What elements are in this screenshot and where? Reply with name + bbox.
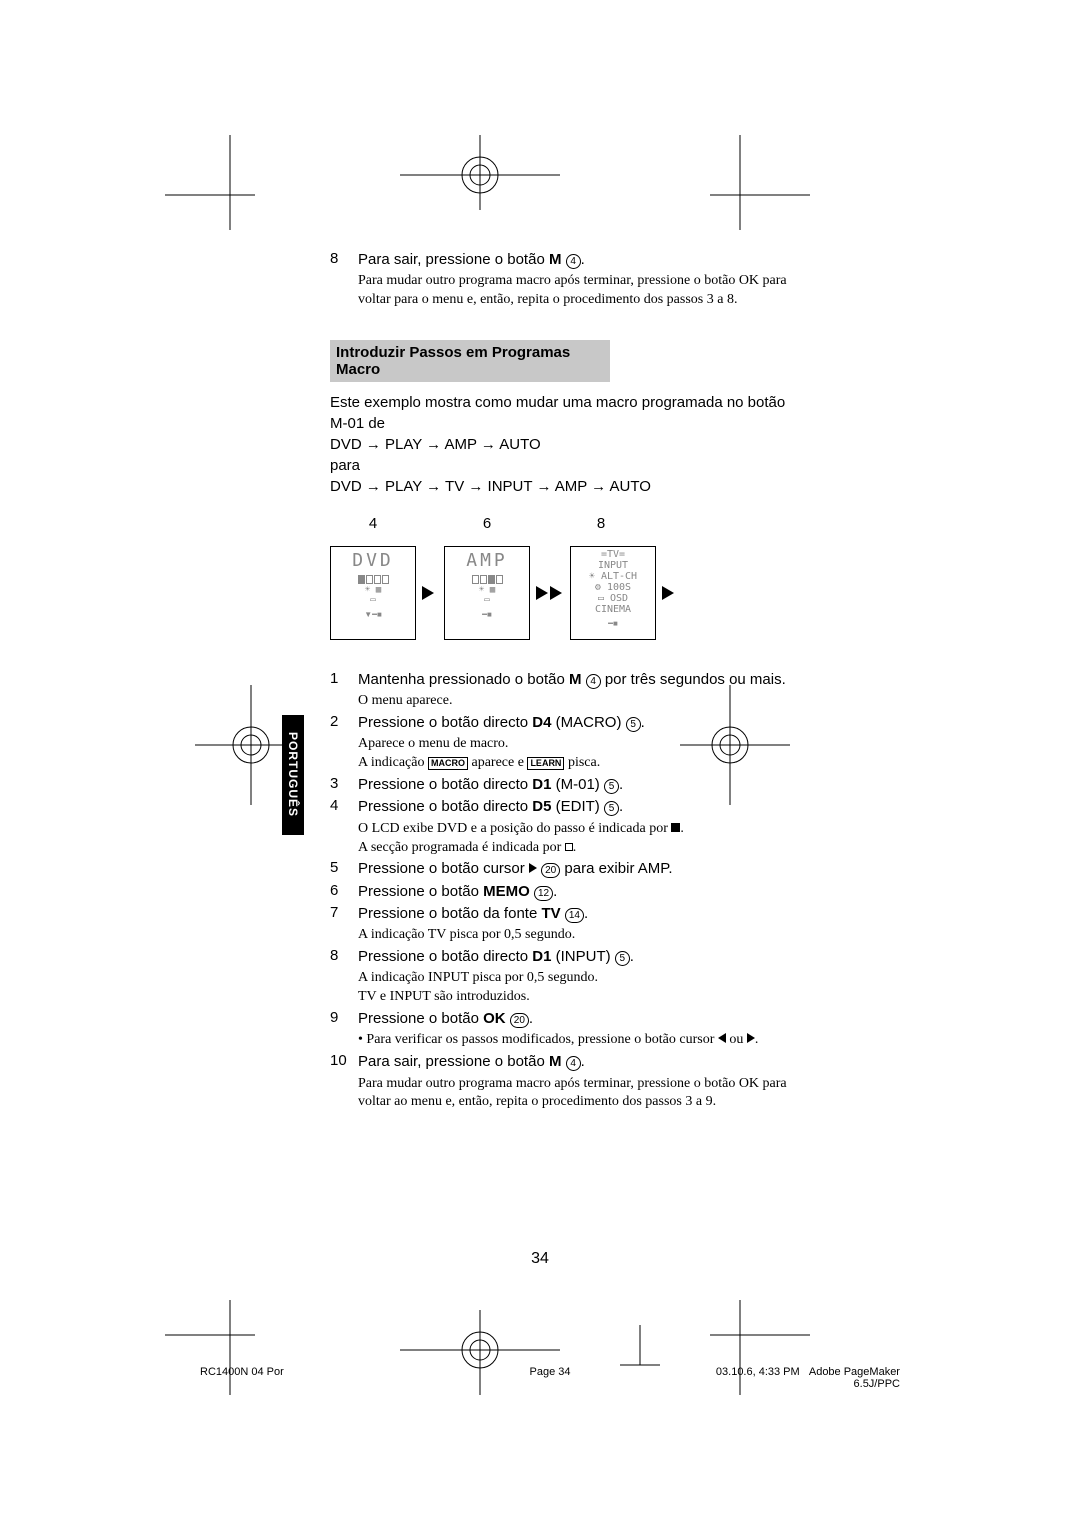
step-note: A indicação INPUT pisca por 0,5 segundo.… — [358, 969, 800, 1007]
step-note: Para mudar outro programa macro após ter… — [358, 1075, 800, 1113]
step-number: 7 — [330, 904, 358, 945]
arrow-right-icon — [536, 584, 564, 602]
lcd-foot: ━■ — [445, 610, 529, 619]
footer-timestamp: 03.10.6, 4:33 PM — [716, 1366, 800, 1378]
lcd-text-lines: =TV= INPUT ☀ ALT-CH ⚙ 100S ▭ OSD CINEMA — [571, 547, 655, 615]
lcd-labels-row: 4 6 8 — [330, 515, 800, 532]
step-row: 2Pressione o botão directo D4 (MACRO) 5.… — [330, 713, 800, 773]
print-footer: RC1400N 04 Por Page 34 03.10.6, 4:33 PM … — [200, 1366, 900, 1390]
lcd-text: AMP — [445, 547, 529, 571]
step-note: • Para verificar os passos modificados, … — [358, 1031, 800, 1050]
text-bold: M — [549, 251, 562, 268]
step-row: 7Pressione o botão da fonte TV 14. A indi… — [330, 904, 800, 945]
step-main: Pressione o botão directo D4 (MACRO) 5. — [358, 713, 800, 733]
step-number: 8 — [330, 250, 358, 310]
step-main: Pressione o botão OK 20. — [358, 1009, 800, 1029]
step-note: Para mudar outro programa macro após ter… — [358, 272, 800, 310]
step-number: 5 — [330, 859, 358, 879]
lcd-panel: DVD ☀ ▦▭ ▼━■ — [330, 546, 416, 640]
step-note: O LCD exibe DVD e a posição do passo é i… — [358, 820, 800, 858]
lcd-panel: =TV= INPUT ☀ ALT-CH ⚙ 100S ▭ OSD CINEMA … — [570, 546, 656, 640]
footer-page: Page 34 — [433, 1366, 666, 1390]
steps-list: 1Mantenha pressionado o botão M 4 por tr… — [330, 670, 800, 1112]
lcd-small: ☀ ▦▭ — [331, 584, 415, 606]
step-row: 10Para sair, pressione o botão M 4. Para … — [330, 1052, 800, 1112]
step-number: 6 — [330, 882, 358, 902]
step-note: A indicação TV pisca por 0,5 segundo. — [358, 926, 800, 945]
step-number: 2 — [330, 713, 358, 773]
step-main: Pressione o botão directo D5 (EDIT) 5. — [358, 797, 800, 817]
step-row: 5Pressione o botão cursor 20 para exibir… — [330, 859, 800, 879]
lcd-label: 6 — [444, 515, 530, 532]
intro-line: DVD → PLAY → TV → INPUT → AMP → AUTO — [330, 476, 800, 497]
lcd-foot: ━■ — [571, 619, 655, 628]
lcd-row: DVD ☀ ▦▭ ▼━■ AMP ☀ ▦▭ ━■ =TV= INPUT ☀ AL… — [330, 546, 800, 640]
step-main: Pressione o botão cursor 20 para exibir … — [358, 859, 800, 879]
arrow-right-icon — [662, 584, 678, 602]
step-row: 1Mantenha pressionado o botão M 4 por tr… — [330, 670, 800, 711]
language-tab: PORTUGUÊS — [282, 715, 304, 835]
step-number: 4 — [330, 797, 358, 857]
lcd-indicators — [331, 575, 415, 584]
step-row: 9Pressione o botão OK 20. • Para verifica… — [330, 1009, 800, 1050]
step-main: Pressione o botão directo D1 (M-01) 5. — [358, 775, 800, 795]
lcd-label: 8 — [558, 515, 644, 532]
lcd-line: INPUT — [598, 560, 628, 571]
step-main: Mantenha pressionado o botão M 4 por trê… — [358, 670, 800, 690]
page-number: 34 — [0, 1250, 1080, 1268]
step-number: 10 — [330, 1052, 358, 1112]
lcd-small: ☀ ▦▭ — [445, 584, 529, 606]
step-number: 8 — [330, 947, 358, 1007]
text: Para sair, pressione o botão — [358, 251, 549, 268]
lcd-text: DVD — [331, 547, 415, 571]
step-row: 8Pressione o botão directo D1 (INPUT) 5.… — [330, 947, 800, 1007]
circled-ref: 4 — [566, 254, 581, 269]
footer-app: Adobe PageMaker 6.5J/PPC — [809, 1366, 900, 1390]
page-content: 8 Para sair, pressione o botão M 4. Para… — [330, 250, 800, 1114]
step-row: 3Pressione o botão directo D1 (M-01) 5. — [330, 775, 800, 795]
text: . — [581, 251, 585, 268]
intro-line: Este exemplo mostra como mudar uma macro… — [330, 392, 800, 434]
section-header: Introduzir Passos em Programas Macro — [330, 340, 610, 382]
crop-mark-top-right — [670, 135, 810, 235]
crop-mark-top-left — [165, 135, 295, 235]
step-row: 4Pressione o botão directo D5 (EDIT) 5. O… — [330, 797, 800, 857]
footer-filename: RC1400N 04 Por — [200, 1366, 433, 1390]
step-note: O menu aparece. — [358, 692, 800, 711]
step-main: Pressione o botão da fonte TV 14. — [358, 904, 800, 924]
step-8-top: 8 Para sair, pressione o botão M 4. Para… — [330, 250, 800, 310]
lcd-line: CINEMA — [595, 604, 631, 615]
lcd-indicators — [445, 575, 529, 584]
step-note: Aparece o menu de macro.A indicação MACR… — [358, 735, 800, 773]
step-number: 3 — [330, 775, 358, 795]
step-number: 9 — [330, 1009, 358, 1050]
lcd-line: OSD — [610, 593, 628, 604]
intro-line: para — [330, 455, 800, 476]
crop-mark-top-center — [400, 135, 560, 215]
step-row: 6Pressione o botão MEMO 12. — [330, 882, 800, 902]
lcd-foot: ▼━■ — [331, 610, 415, 619]
arrow-right-icon — [422, 584, 438, 602]
step-main: Pressione o botão directo D1 (INPUT) 5. — [358, 947, 800, 967]
lcd-line: =TV= — [601, 549, 625, 560]
intro-line: DVD → PLAY → AMP → AUTO — [330, 434, 800, 455]
step-number: 1 — [330, 670, 358, 711]
step-main: Para sair, pressione o botão M 4. — [358, 1052, 800, 1072]
lcd-panel: AMP ☀ ▦▭ ━■ — [444, 546, 530, 640]
lcd-line: ALT-CH — [601, 571, 637, 582]
intro-text: Este exemplo mostra como mudar uma macro… — [330, 392, 800, 497]
lcd-line: 100S — [607, 582, 631, 593]
step-main: Pressione o botão MEMO 12. — [358, 882, 800, 902]
lcd-label: 4 — [330, 515, 416, 532]
